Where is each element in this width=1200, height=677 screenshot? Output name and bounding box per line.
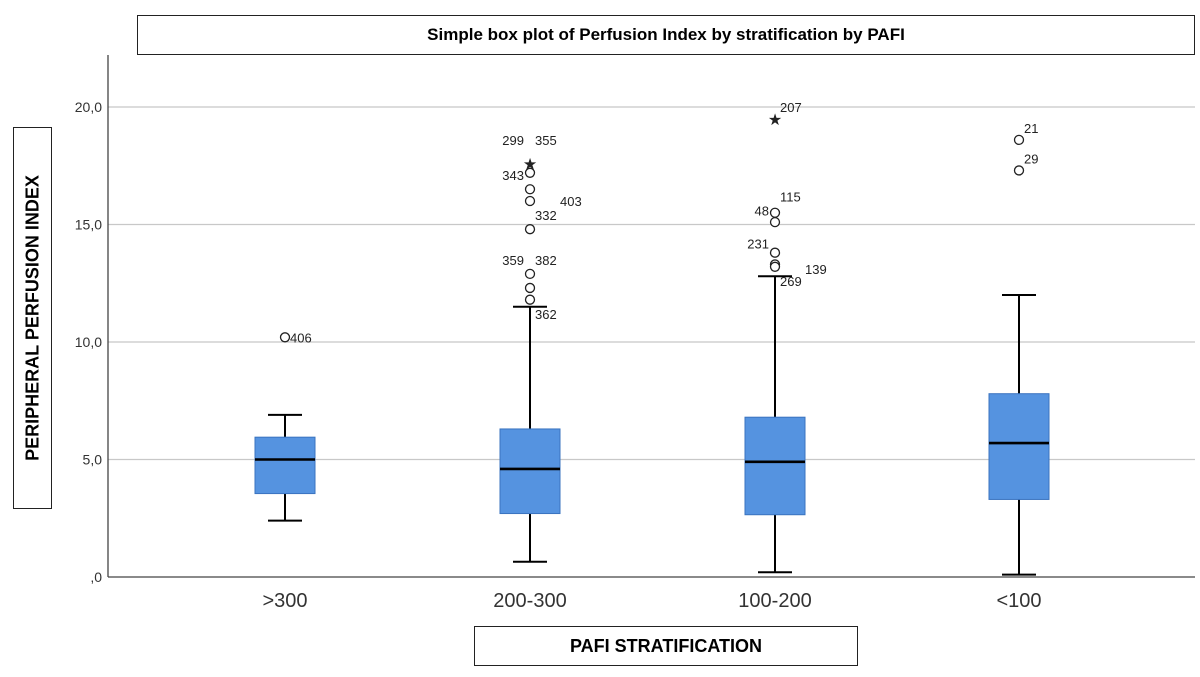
y-axis-label-box: PERIPHERAL PERFUSION INDEX — [13, 127, 52, 509]
outlier-case-label: 362 — [535, 307, 557, 322]
x-axis-label-box: PAFI STRATIFICATION — [474, 626, 858, 666]
outlier-case-label: 139 — [805, 262, 827, 277]
outlier-case-label: 406 — [290, 330, 312, 345]
outlier-circle — [524, 195, 536, 207]
outlier-circle — [769, 247, 781, 258]
outlier-circle — [524, 294, 536, 305]
x-tick-label: 100-200 — [738, 590, 811, 612]
outlier-circle — [1013, 165, 1025, 176]
outlier-case-label: 299 — [502, 133, 524, 148]
iqr-box — [254, 436, 316, 495]
y-tick-label: 5,0 — [83, 452, 103, 468]
x-axis-label: PAFI STRATIFICATION — [570, 635, 762, 656]
outlier-case-label: 332 — [535, 208, 557, 223]
outlier-layer: ★★ — [279, 110, 1025, 343]
y-tick-label: 15,0 — [75, 217, 102, 233]
outlier-star: ★ — [523, 154, 537, 173]
outlier-circle — [524, 268, 536, 280]
outlier-case-label: 21 — [1024, 121, 1038, 136]
outlier-circle — [524, 224, 536, 235]
outlier-circle — [1013, 134, 1025, 146]
outlier-case-label: 403 — [560, 194, 582, 209]
x-tick-label: >300 — [262, 590, 307, 612]
iqr-box — [988, 393, 1050, 500]
outlier-circle — [524, 167, 536, 178]
box-layer — [254, 275, 1050, 576]
grid-layer — [108, 106, 1195, 461]
outlier-case-label: 359 — [502, 253, 524, 268]
outlier-circle — [524, 282, 536, 294]
iqr-box — [744, 416, 806, 516]
outlier-circle — [769, 261, 781, 272]
iqr-box — [499, 428, 561, 515]
outlier-circle — [524, 184, 536, 195]
outlier-case-label: 269 — [780, 274, 802, 289]
x-tick-label: 200-300 — [493, 590, 566, 612]
outlier-case-label: 207 — [780, 100, 802, 115]
outlier-circle — [769, 207, 781, 218]
outlier-circle — [769, 216, 781, 228]
x-tick-label: <100 — [996, 590, 1041, 612]
outlier-case-label: 115 — [780, 189, 801, 204]
axis-layer: ,0 5,0 10,0 15,0 20,0 >300 200-300 100-200 <100 — [75, 55, 1195, 612]
outlier-case-label: 382 — [535, 253, 557, 268]
y-tick-label: 10,0 — [75, 334, 102, 350]
chart-title: Simple box plot of Perfusion Index by st… — [427, 25, 905, 44]
chart-title-box: Simple box plot of Perfusion Index by st… — [137, 15, 1195, 55]
outlier-case-label: 343 — [502, 168, 524, 183]
outlier-case-label: 355 — [535, 133, 557, 148]
y-tick-label: 20,0 — [75, 99, 102, 115]
y-tick-label: ,0 — [90, 569, 102, 585]
outlier-case-label: 231 — [747, 236, 769, 251]
outlier-case-label: 29 — [1024, 152, 1038, 167]
outlier-star: ★ — [768, 110, 782, 129]
outlier-circle — [279, 332, 291, 343]
outlier-case-label: 48 — [755, 203, 769, 218]
